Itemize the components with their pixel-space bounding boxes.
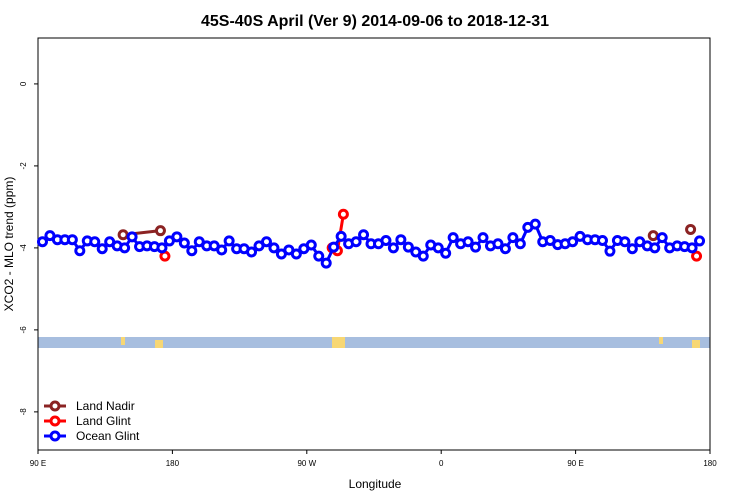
land-patch (155, 340, 163, 348)
x-tick-label: 180 (166, 459, 180, 468)
point (529, 218, 541, 230)
point (126, 231, 138, 243)
x-tick-label: 90 W (297, 459, 316, 468)
legend-marker (49, 430, 61, 442)
point (89, 236, 101, 248)
point (74, 245, 86, 257)
ocean-strip (38, 337, 710, 348)
point (305, 239, 317, 251)
legend-label: Land Glint (76, 414, 131, 428)
point (432, 242, 444, 254)
land-patch (332, 337, 345, 348)
land-patch (659, 337, 663, 344)
point (154, 225, 166, 237)
point (447, 232, 459, 244)
point (649, 242, 661, 254)
point (387, 242, 399, 254)
legend-label: Land Nadir (76, 399, 135, 413)
point (350, 236, 362, 248)
legend-label: Ocean Glint (76, 429, 140, 443)
legend-marker (49, 400, 61, 412)
point (380, 235, 392, 247)
point (186, 245, 198, 257)
point (171, 231, 183, 243)
point (246, 246, 258, 258)
point (604, 245, 616, 257)
point (66, 234, 78, 246)
land-ocean-strip (38, 337, 710, 348)
point (313, 250, 325, 262)
point (694, 235, 706, 247)
y-axis-label: XCO2 - MLO trend (ppm) (2, 177, 16, 312)
y-tick-label: -6 (19, 326, 28, 334)
legend-marker (49, 415, 61, 427)
point (647, 230, 659, 242)
x-tick-label: 180 (703, 459, 717, 468)
point (567, 236, 579, 248)
x-axis-label: Longitude (349, 477, 402, 491)
land-patch (121, 337, 125, 345)
y-tick-label: -2 (19, 162, 28, 170)
point (626, 243, 638, 255)
point (156, 242, 168, 254)
x-tick-label: 90 E (567, 459, 583, 468)
point (440, 247, 452, 259)
point (462, 236, 474, 248)
y-tick-label: -8 (19, 408, 28, 416)
point (119, 242, 131, 254)
point (402, 241, 414, 253)
point (492, 238, 504, 250)
point (216, 244, 228, 256)
point (320, 257, 332, 269)
land-patch (692, 340, 700, 348)
y-tick-label: -4 (19, 244, 28, 252)
x-tick-label: 0 (439, 459, 444, 468)
point (223, 235, 235, 247)
point (36, 236, 48, 248)
point (470, 241, 482, 253)
point (619, 236, 631, 248)
point (514, 238, 526, 250)
point (685, 223, 697, 235)
point (596, 235, 608, 247)
point (335, 230, 347, 242)
point (117, 229, 129, 241)
point (328, 241, 340, 253)
point (268, 242, 280, 254)
point (358, 229, 370, 241)
point (337, 208, 349, 220)
point (395, 234, 407, 246)
point (499, 243, 511, 255)
point (178, 237, 190, 249)
point (656, 232, 668, 244)
point (96, 243, 108, 255)
x-tick-label: 90 E (30, 459, 46, 468)
point (691, 250, 703, 262)
point (417, 250, 429, 262)
point (477, 232, 489, 244)
point (507, 232, 519, 244)
point (260, 236, 272, 248)
chart-title: 45S-40S April (Ver 9) 2014-09-06 to 2018… (201, 13, 549, 30)
point (290, 248, 302, 260)
y-tick-label: 0 (19, 81, 28, 86)
point (686, 242, 698, 254)
